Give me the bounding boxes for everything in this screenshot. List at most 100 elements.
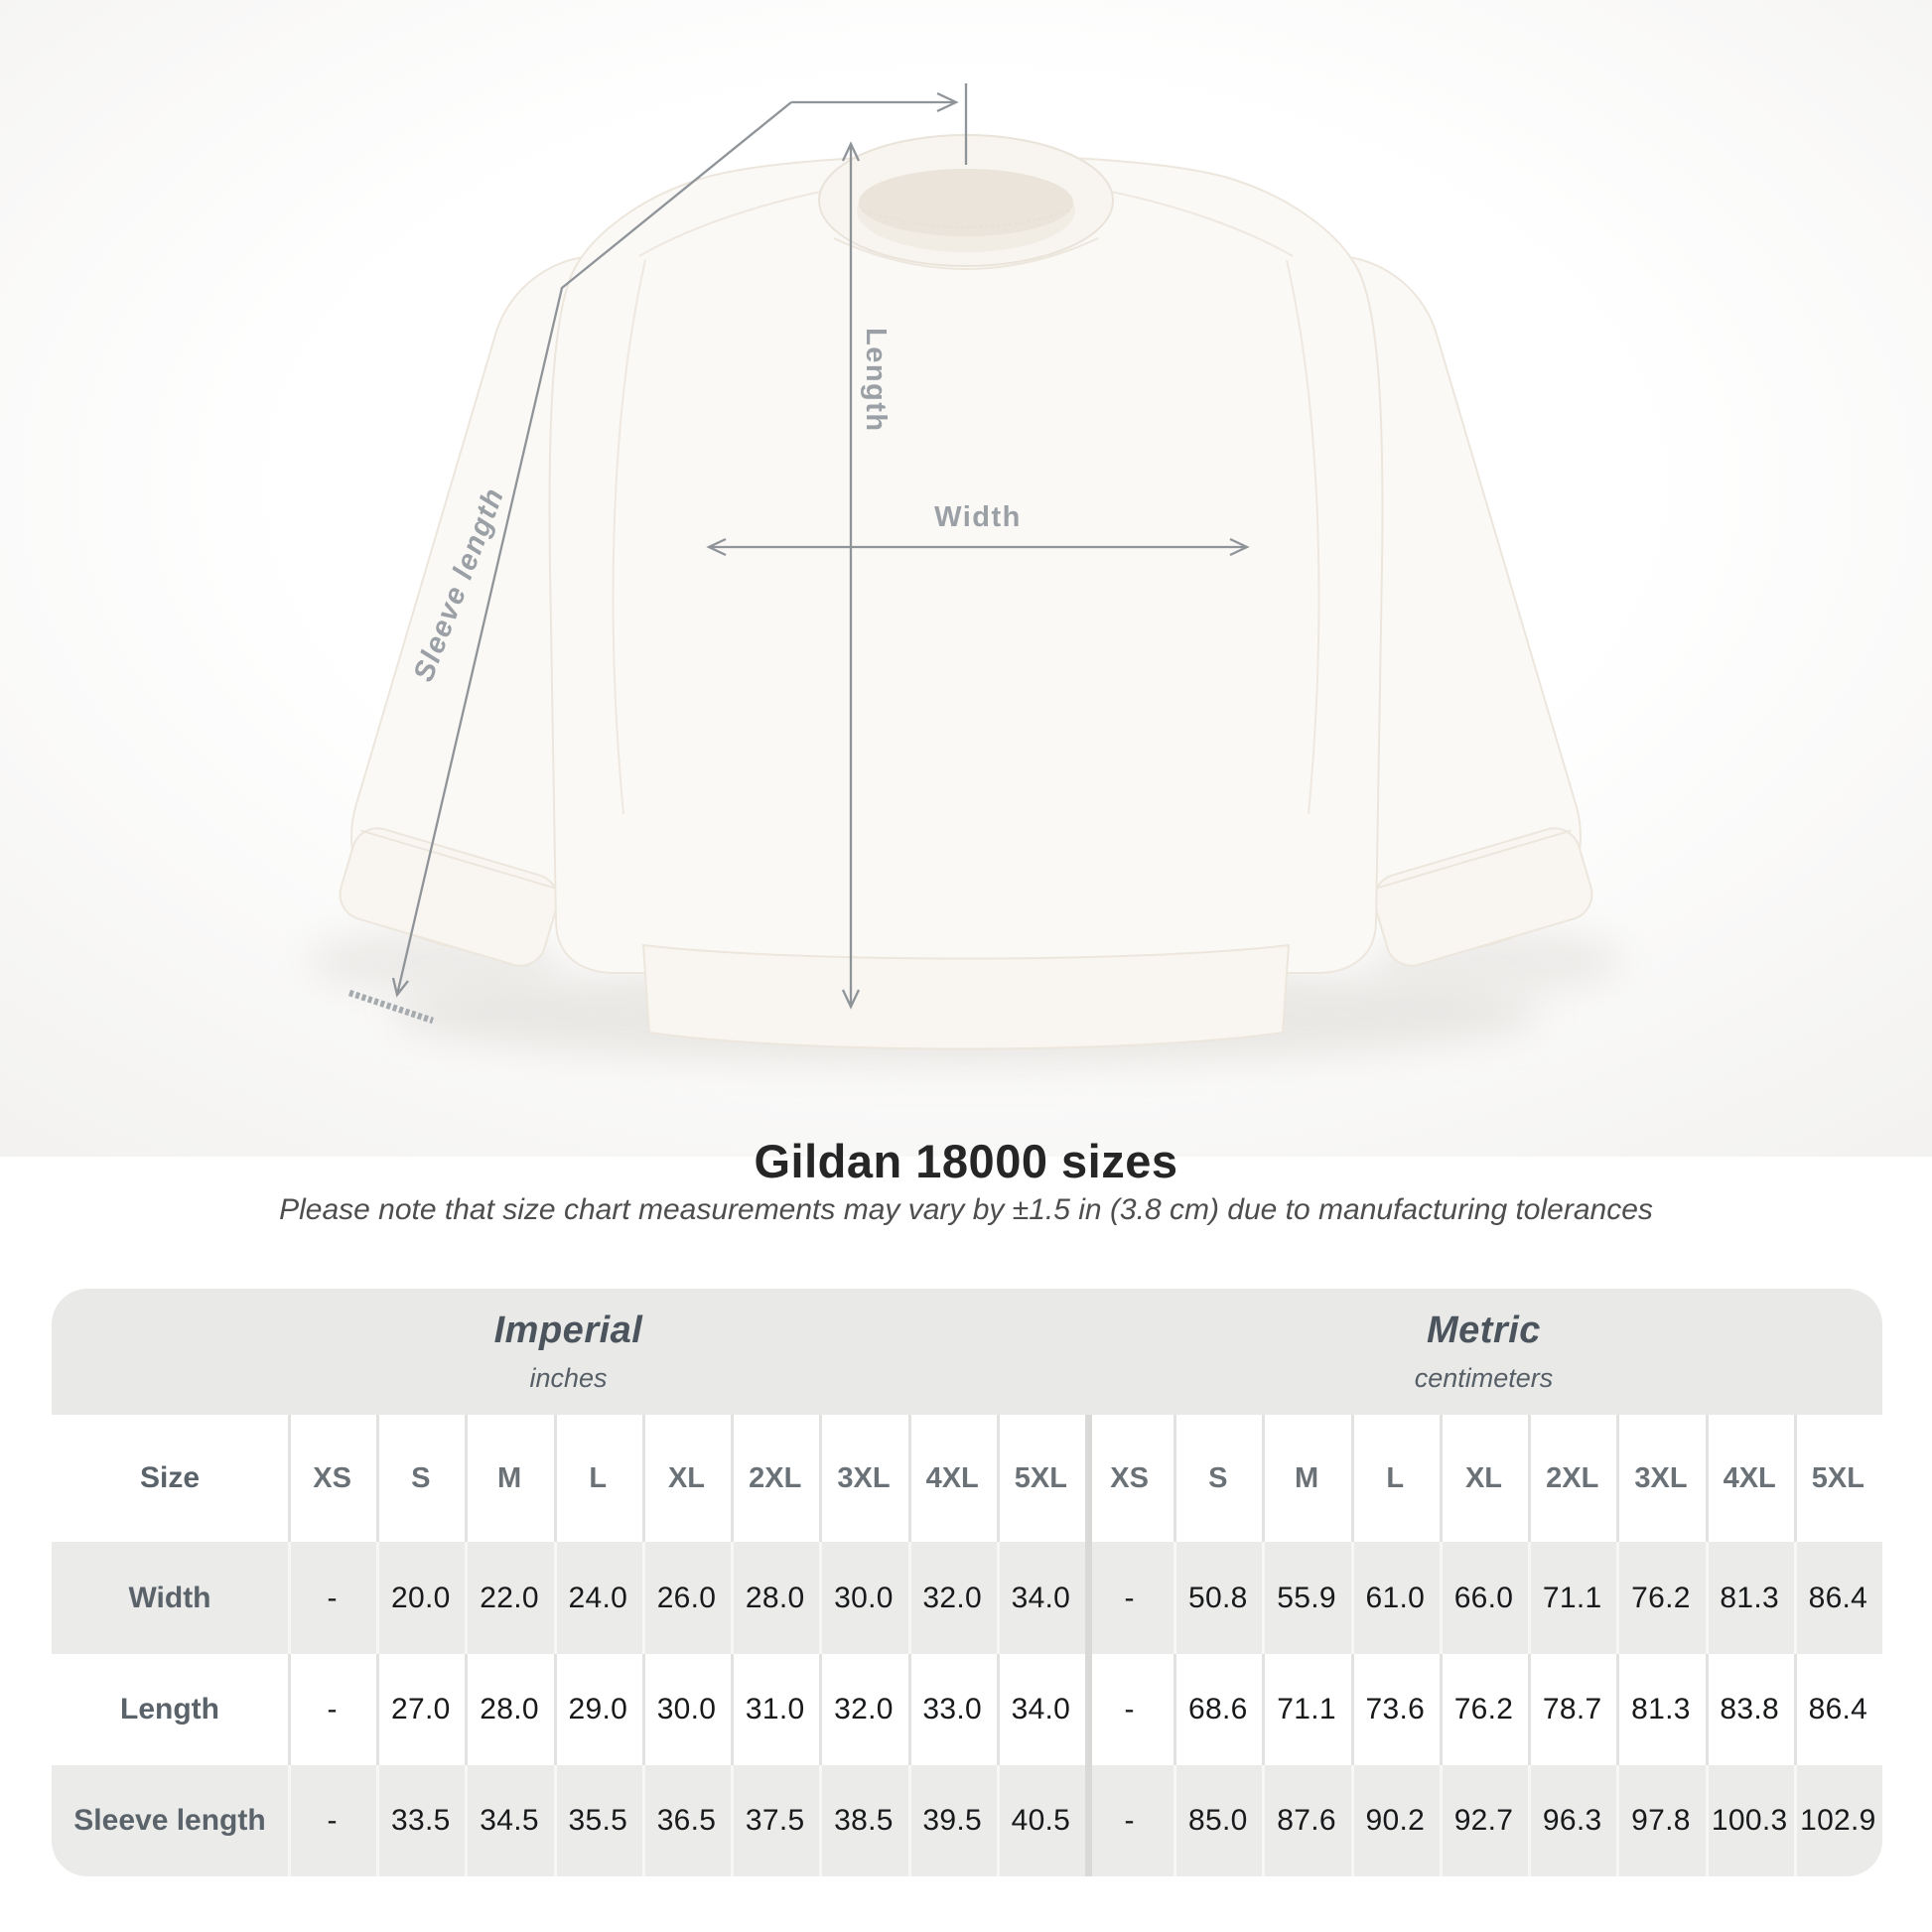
measurement-cell: - bbox=[288, 1542, 377, 1654]
size-header-cell: XS bbox=[1084, 1415, 1174, 1542]
measurement-cell-text: - bbox=[327, 1693, 338, 1725]
measurement-cell: 38.5 bbox=[819, 1765, 908, 1876]
measurement-cell-text: 97.8 bbox=[1631, 1804, 1691, 1837]
size-header-cell-text: 4XL bbox=[1723, 1461, 1776, 1494]
measurement-cell-text: 68.6 bbox=[1188, 1693, 1248, 1725]
measurement-cell-text: 92.7 bbox=[1453, 1804, 1514, 1837]
size-header-cell: L bbox=[1350, 1415, 1440, 1542]
measurement-cell-text: 31.0 bbox=[745, 1693, 805, 1725]
measurement-cell-text: 81.3 bbox=[1631, 1693, 1691, 1725]
measurement-cell-text: 26.0 bbox=[656, 1581, 717, 1614]
measurement-cell-text: - bbox=[1124, 1581, 1135, 1614]
sleeve-length-line bbox=[395, 101, 792, 996]
measurement-cell: 34.0 bbox=[996, 1542, 1085, 1654]
tolerance-note: Please note that size chart measurements… bbox=[279, 1193, 1653, 1226]
measurement-cell-text: 87.6 bbox=[1277, 1804, 1336, 1837]
measurement-cell-text: 81.3 bbox=[1720, 1581, 1779, 1614]
measurement-cell: 50.8 bbox=[1173, 1542, 1263, 1654]
size-header-cell-text: 5XL bbox=[1811, 1461, 1864, 1494]
size-header-cell-text: XS bbox=[313, 1461, 351, 1494]
imperial-unit-header: Imperial inches bbox=[52, 1289, 1085, 1415]
size-header-cell-text: 3XL bbox=[837, 1461, 891, 1494]
measurement-cell: 87.6 bbox=[1262, 1765, 1351, 1876]
imperial-unit-sub: inches bbox=[529, 1363, 608, 1393]
measurement-cell-text: - bbox=[1124, 1693, 1135, 1725]
measurement-cell-text: 102.9 bbox=[1800, 1804, 1876, 1837]
measurement-cell-text: 33.5 bbox=[391, 1804, 451, 1837]
measurement-cell-text: 35.5 bbox=[568, 1804, 628, 1837]
size-header-cell-text: L bbox=[1386, 1461, 1405, 1494]
measurement-cell-text: 32.0 bbox=[834, 1693, 894, 1725]
measurement-cell-text: - bbox=[327, 1581, 338, 1614]
measurement-cell: 73.6 bbox=[1350, 1654, 1440, 1765]
size-header-cell: XL bbox=[641, 1415, 732, 1542]
size-header-cell-text: XL bbox=[1464, 1461, 1503, 1494]
measurement-cell-text: 27.0 bbox=[391, 1693, 451, 1725]
row-label-text: Length bbox=[120, 1693, 219, 1725]
measurement-cell: - bbox=[288, 1654, 377, 1765]
measurement-cell: 81.3 bbox=[1616, 1654, 1706, 1765]
measurement-cell-text: 34.5 bbox=[480, 1804, 539, 1837]
right-cuff bbox=[1373, 827, 1593, 967]
size-header-cell: 3XL bbox=[1616, 1415, 1706, 1542]
left-cuff bbox=[339, 827, 559, 967]
row-label: Width bbox=[52, 1542, 288, 1654]
dimension-lines bbox=[347, 83, 1250, 1025]
measurement-cell: 86.4 bbox=[1793, 1654, 1882, 1765]
sweatshirt-illustration bbox=[0, 0, 1932, 1157]
measurement-cell: - bbox=[1084, 1765, 1174, 1876]
size-header-cell: L bbox=[553, 1415, 642, 1542]
measurement-cell: 29.0 bbox=[553, 1654, 642, 1765]
size-header-cell: 5XL bbox=[996, 1415, 1085, 1542]
measurement-cell: 20.0 bbox=[376, 1542, 466, 1654]
measurement-cell-text: 32.0 bbox=[922, 1581, 982, 1614]
measurement-cell: 92.7 bbox=[1439, 1765, 1529, 1876]
measurement-cell: - bbox=[1084, 1542, 1174, 1654]
measurement-cell: 40.5 bbox=[996, 1765, 1085, 1876]
measurement-cell: 83.8 bbox=[1705, 1654, 1794, 1765]
measurement-cell: 68.6 bbox=[1173, 1654, 1263, 1765]
measurement-cell-text: 61.0 bbox=[1365, 1581, 1426, 1614]
size-table: Imperial inches Metric centimeters Size X… bbox=[52, 1289, 1882, 1876]
measurement-cell-text: 38.5 bbox=[834, 1804, 894, 1837]
size-header-cell: 2XL bbox=[731, 1415, 820, 1542]
measurement-cell-text: 100.3 bbox=[1711, 1804, 1788, 1837]
measurement-cell: 90.2 bbox=[1350, 1765, 1440, 1876]
size-column-header-text: Size bbox=[139, 1461, 201, 1494]
measurement-cell: 26.0 bbox=[641, 1542, 732, 1654]
measurement-cell: 71.1 bbox=[1528, 1542, 1617, 1654]
measurement-cell-text: - bbox=[1124, 1804, 1135, 1837]
row-label-text: Sleeve length bbox=[73, 1804, 266, 1837]
measurement-cell-text: 76.2 bbox=[1453, 1693, 1514, 1725]
metric-unit-header: Metric centimeters bbox=[1084, 1289, 1882, 1415]
measurement-cell: 35.5 bbox=[553, 1765, 642, 1876]
measurement-cell-text: 96.3 bbox=[1542, 1804, 1602, 1837]
measurement-cell-text: 90.2 bbox=[1365, 1804, 1426, 1837]
measurement-cell: 71.1 bbox=[1262, 1654, 1351, 1765]
measurement-cell-text: 71.1 bbox=[1277, 1693, 1336, 1725]
measurement-cell-text: 76.2 bbox=[1631, 1581, 1691, 1614]
measurement-cell: 81.3 bbox=[1705, 1542, 1794, 1654]
measurement-cell: 33.0 bbox=[907, 1654, 997, 1765]
size-header-cell: 2XL bbox=[1528, 1415, 1617, 1542]
measurement-cell: 96.3 bbox=[1528, 1765, 1617, 1876]
row-label: Sleeve length bbox=[52, 1765, 288, 1876]
size-header-cell-text: S bbox=[1208, 1461, 1228, 1494]
measurement-cell: 27.0 bbox=[376, 1654, 466, 1765]
measurement-cell-text: 71.1 bbox=[1542, 1581, 1602, 1614]
size-header-cell: S bbox=[1173, 1415, 1263, 1542]
measurement-cell: 86.4 bbox=[1793, 1542, 1882, 1654]
measurement-cell-text: 34.0 bbox=[1011, 1693, 1071, 1725]
measurement-cell-text: 28.0 bbox=[745, 1581, 805, 1614]
measurement-cell-text: 24.0 bbox=[568, 1581, 628, 1614]
measurement-cell-text: 30.0 bbox=[834, 1581, 894, 1614]
metric-unit-sub: centimeters bbox=[1414, 1363, 1554, 1393]
measurement-cell-text: 33.0 bbox=[922, 1693, 982, 1725]
size-header-cell-text: M bbox=[496, 1461, 522, 1494]
measurement-cell-text: 86.4 bbox=[1808, 1581, 1868, 1614]
measurement-cell-text: 85.0 bbox=[1188, 1804, 1248, 1837]
measurement-cell: 30.0 bbox=[641, 1654, 732, 1765]
size-header-cell-text: L bbox=[589, 1461, 608, 1494]
measurement-cell: 34.0 bbox=[996, 1654, 1085, 1765]
